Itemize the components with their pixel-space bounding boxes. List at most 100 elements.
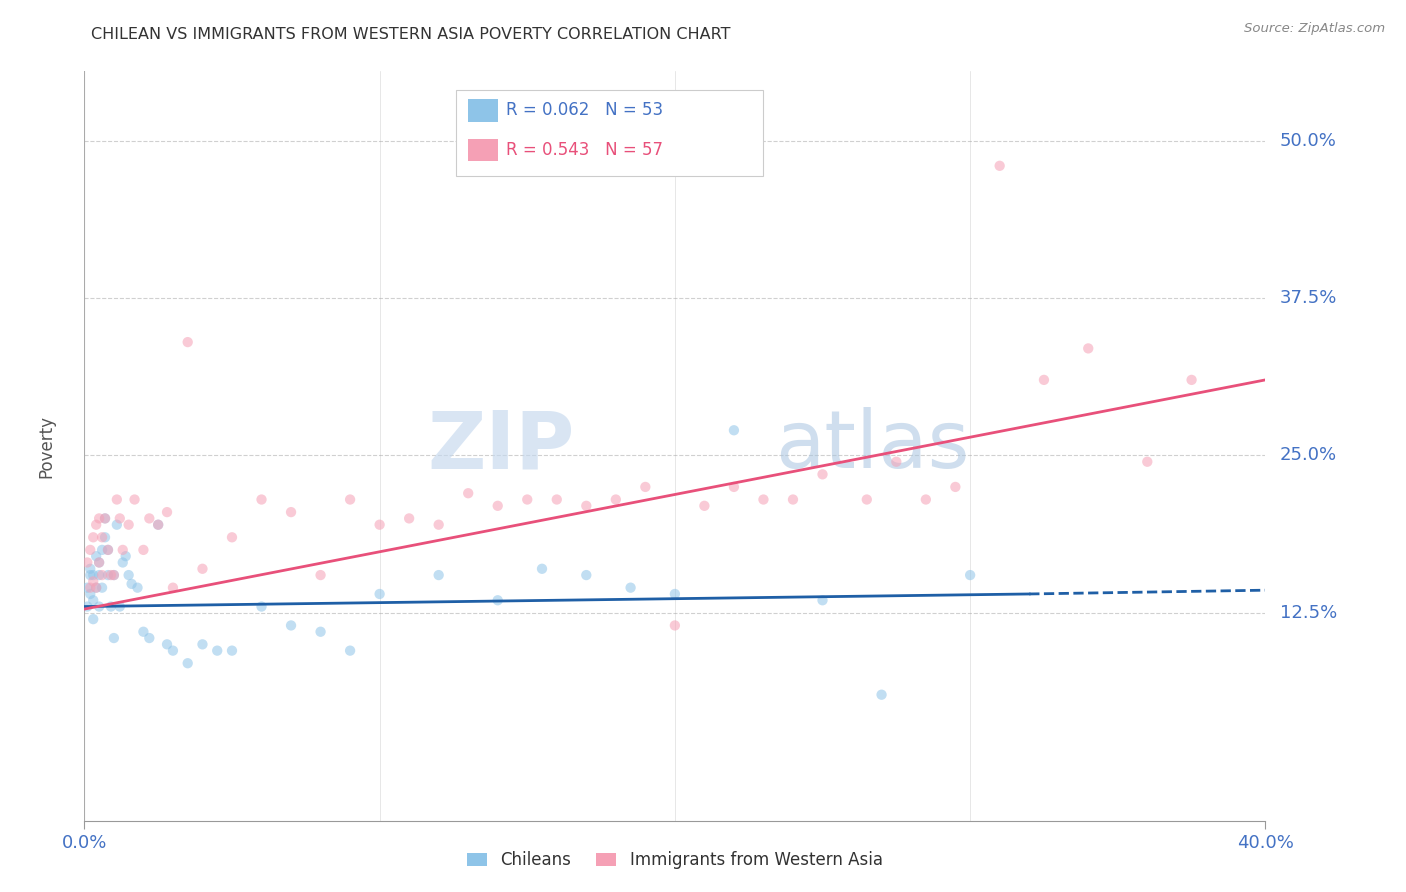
Point — [250, 599, 273, 614]
Point — [79, 581, 101, 595]
Point — [664, 618, 686, 632]
Point — [79, 587, 101, 601]
FancyBboxPatch shape — [468, 99, 498, 121]
Point — [221, 530, 243, 544]
Point — [250, 492, 273, 507]
Point — [76, 581, 98, 595]
Point — [531, 562, 554, 576]
Point — [138, 631, 160, 645]
Point — [103, 568, 125, 582]
Point — [97, 542, 120, 557]
Point — [82, 530, 104, 544]
Point — [1181, 373, 1204, 387]
Point — [114, 549, 136, 564]
Point — [634, 480, 657, 494]
Point — [915, 492, 938, 507]
Point — [103, 568, 125, 582]
Point — [575, 499, 598, 513]
Point — [398, 511, 420, 525]
Point — [546, 492, 568, 507]
Point — [76, 556, 98, 570]
Text: CHILEAN VS IMMIGRANTS FROM WESTERN ASIA POVERTY CORRELATION CHART: CHILEAN VS IMMIGRANTS FROM WESTERN ASIA … — [91, 27, 731, 42]
Point — [191, 562, 214, 576]
Text: 25.0%: 25.0% — [1279, 446, 1337, 465]
Point — [309, 624, 332, 639]
Point — [121, 577, 143, 591]
Point — [162, 643, 184, 657]
Point — [427, 517, 450, 532]
Point — [575, 568, 598, 582]
Text: R = 0.062   N = 53: R = 0.062 N = 53 — [506, 101, 664, 119]
Text: Source: ZipAtlas.com: Source: ZipAtlas.com — [1244, 22, 1385, 36]
Point — [105, 492, 128, 507]
Point — [856, 492, 879, 507]
Point — [127, 581, 149, 595]
Point — [1136, 455, 1159, 469]
Point — [84, 581, 107, 595]
Point — [516, 492, 538, 507]
Point — [959, 568, 981, 582]
Text: R = 0.543   N = 57: R = 0.543 N = 57 — [506, 141, 664, 159]
Text: atlas: atlas — [775, 407, 970, 485]
Point — [94, 530, 117, 544]
Point — [156, 505, 179, 519]
Point — [87, 556, 111, 570]
Point — [91, 542, 114, 557]
Point — [368, 517, 391, 532]
Text: 50.0%: 50.0% — [1279, 132, 1337, 150]
Point — [339, 643, 361, 657]
Point — [723, 423, 745, 437]
Point — [100, 599, 122, 614]
Point — [105, 517, 128, 532]
Point — [811, 593, 834, 607]
Point — [988, 159, 1011, 173]
Point — [79, 562, 101, 576]
Point — [177, 335, 200, 350]
Point — [664, 587, 686, 601]
Point — [870, 688, 893, 702]
Point — [280, 505, 302, 519]
Point — [87, 556, 111, 570]
Point — [108, 599, 131, 614]
Point — [723, 480, 745, 494]
Point — [1033, 373, 1056, 387]
Point — [138, 511, 160, 525]
FancyBboxPatch shape — [468, 139, 498, 161]
FancyBboxPatch shape — [457, 90, 763, 177]
Point — [79, 568, 101, 582]
Point — [486, 593, 509, 607]
Point — [87, 568, 111, 582]
Point — [91, 568, 114, 582]
Point — [84, 549, 107, 564]
Point — [103, 631, 125, 645]
Point — [76, 599, 98, 614]
Point — [177, 657, 200, 671]
Point — [82, 612, 104, 626]
Point — [148, 517, 170, 532]
Point — [111, 542, 134, 557]
Point — [368, 587, 391, 601]
Point — [309, 568, 332, 582]
Point — [97, 568, 120, 582]
Point — [457, 486, 479, 500]
Point — [97, 542, 120, 557]
Text: Poverty: Poverty — [38, 415, 56, 477]
Text: 12.5%: 12.5% — [1279, 604, 1337, 622]
Point — [156, 637, 179, 651]
Point — [886, 455, 908, 469]
Point — [87, 599, 111, 614]
Point — [280, 618, 302, 632]
Point — [87, 511, 111, 525]
Text: ZIP: ZIP — [427, 407, 575, 485]
Point — [82, 593, 104, 607]
Point — [94, 511, 117, 525]
Point — [91, 530, 114, 544]
Point — [162, 581, 184, 595]
Point — [82, 574, 104, 589]
Point — [811, 467, 834, 482]
Point — [605, 492, 627, 507]
Point — [486, 499, 509, 513]
Point — [191, 637, 214, 651]
Point — [752, 492, 775, 507]
Point — [207, 643, 229, 657]
